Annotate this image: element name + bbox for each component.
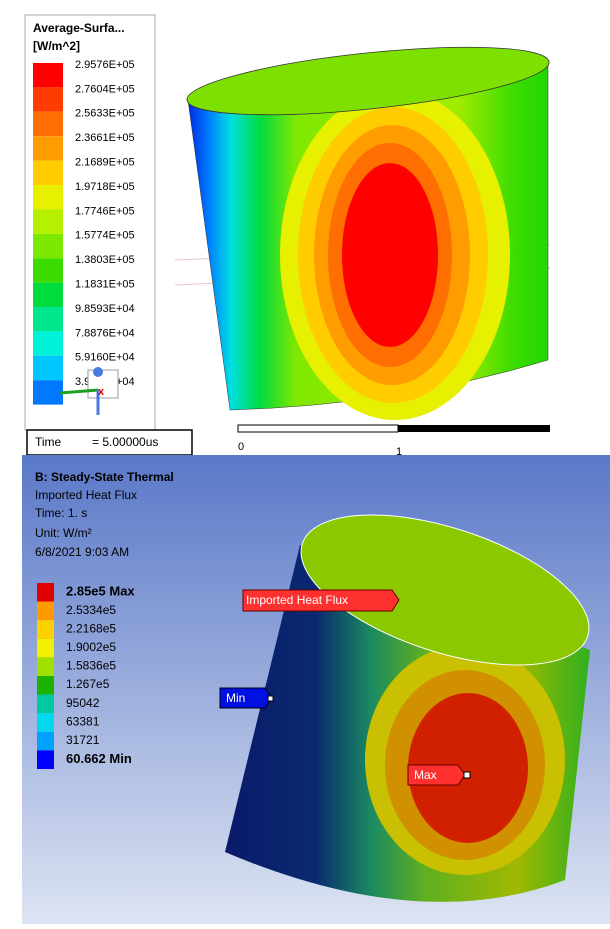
legend-swatch [37,620,54,639]
probe-label: Imported Heat Flux [246,593,348,607]
legend-swatch [37,750,54,769]
legend-label: 1.267e5 [66,677,110,691]
legend-label: 2.1689E+05 [75,157,135,169]
legend-label: 2.5633E+05 [75,108,135,120]
legend-unit: [W/m^2] [33,39,80,53]
legend-swatch [33,209,63,233]
probe-flag: Min [220,688,273,708]
legend-swatch [37,583,54,602]
time-label: Time [35,435,62,449]
scale-label: 0 [238,441,244,453]
legend-swatch [33,258,63,282]
legend-swatch [37,713,54,732]
legend-label: 2.9576E+05 [75,59,135,71]
probe-flag: Imported Heat Flux [243,590,399,611]
legend-label: 5.9160E+04 [75,352,135,364]
legend-label: 7.8876E+04 [75,327,135,339]
legend-swatch [33,307,63,331]
legend-label: 1.9002e5 [66,640,116,654]
probe-flag: Max [408,765,470,785]
legend-swatch [37,676,54,695]
legend-label: 95042 [66,696,100,710]
legend-label: 1.5836e5 [66,659,116,673]
svg-text:x: x [98,386,105,398]
hotspot [365,645,565,875]
legend-label: 2.7604E+05 [75,83,135,95]
page: Average-Surfa... [W/m^2] 2.9576E+05 2.760… [0,0,610,924]
legend-label: 60.662 Min [66,751,132,766]
probe-label: Min [226,691,245,705]
legend-label: 2.2168e5 [66,621,116,635]
legend-swatch [33,283,63,307]
header-line: B: Steady-State Thermal [35,470,174,484]
legend-label: 9.8593E+04 [75,303,135,315]
legend-label: 1.9718E+05 [75,181,135,193]
legend-swatch [33,63,63,87]
legend-label: 1.1831E+05 [75,279,135,291]
legend-label: 1.3803E+05 [75,254,135,266]
legend-swatch [37,657,54,676]
legend-title: Average-Surfa... [33,21,125,35]
legend-swatch [33,136,63,160]
scale-bar [238,425,398,432]
probe-label: Max [414,768,437,782]
time-value: = 5.00000us [92,435,158,449]
legend-swatch [33,112,63,136]
legend-swatch [37,695,54,714]
header-line: Time: 1. s [35,506,87,520]
legend-swatch [33,356,63,380]
legend-label: 2.85e5 Max [66,583,135,598]
legend: 2.9576E+05 2.7604E+05 2.5633E+05 2.3661E+05… [33,59,135,405]
legend-label: 1.5774E+05 [75,230,135,242]
scale-bar [398,425,550,432]
header-line: Imported Heat Flux [35,488,137,502]
legend-swatch [33,234,63,258]
legend-swatch [33,331,63,355]
legend-swatch [33,185,63,209]
legend-swatch [37,732,54,751]
legend-label: 63381 [66,714,100,728]
legend-swatch [37,639,54,658]
legend-label: 31721 [66,733,100,747]
header-line: Unit: W/m² [35,526,92,540]
legend-swatch [33,380,63,404]
legend-swatch [37,602,54,621]
hotspot [280,90,510,420]
legend-label: 2.3661E+05 [75,132,135,144]
legend-swatch [33,87,63,111]
legend-swatch [33,161,63,185]
legend-label: 1.7746E+05 [75,205,135,217]
legend-label: 2.5334e5 [66,603,116,617]
header-line: 6/8/2021 9:03 AM [35,545,129,559]
